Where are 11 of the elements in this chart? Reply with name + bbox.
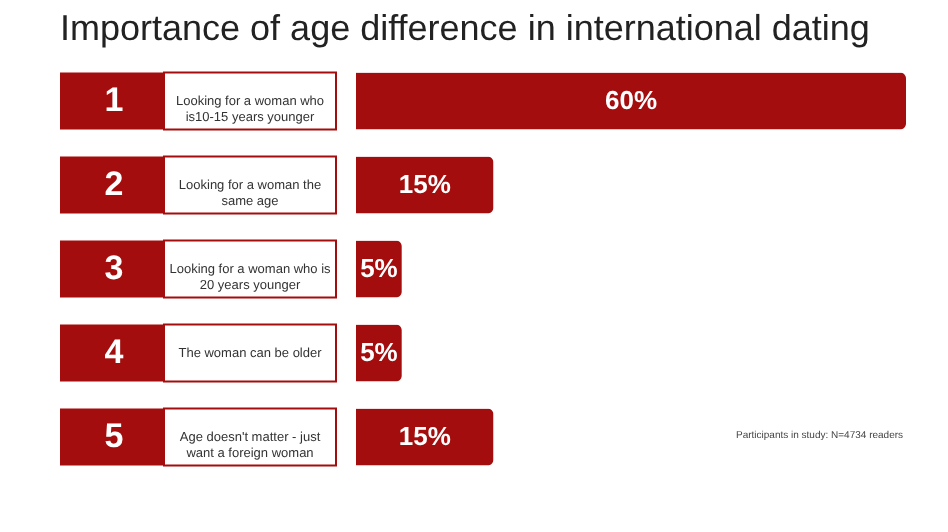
text: 2 bbox=[104, 164, 124, 203]
data-label: 5% bbox=[360, 337, 399, 368]
data-label: 60% bbox=[604, 84, 658, 115]
data-label: 15% bbox=[398, 421, 452, 452]
chart-title: Importance of age difference in international dating bbox=[60, 8, 870, 48]
text: 1 bbox=[104, 80, 124, 119]
text: 3 bbox=[104, 249, 124, 287]
text: 5 bbox=[104, 417, 124, 456]
data-label: 15% bbox=[398, 168, 452, 199]
text: 4 bbox=[104, 333, 125, 372]
data-label: 5% bbox=[360, 253, 399, 283]
